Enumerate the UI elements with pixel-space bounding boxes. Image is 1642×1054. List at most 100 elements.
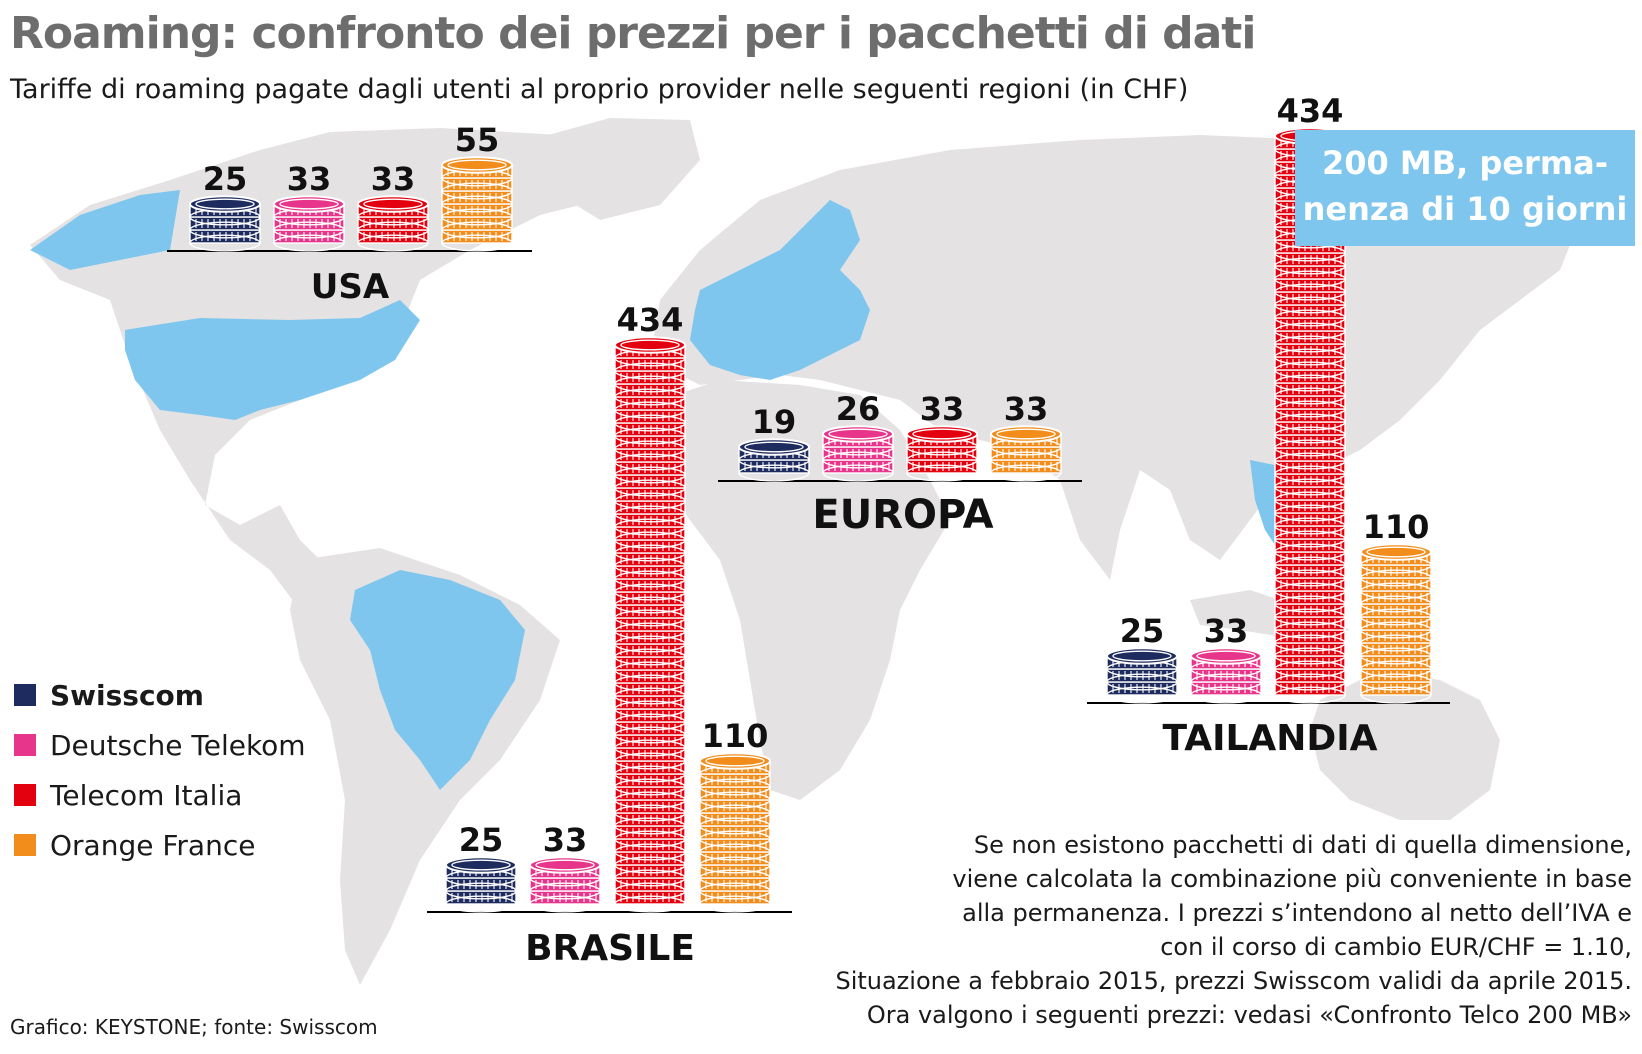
coin (699, 851, 771, 874)
coin-top-rim (451, 859, 511, 871)
coin (614, 422, 686, 445)
coin (699, 799, 771, 822)
coin (1106, 668, 1178, 691)
region-label: BRASILE (525, 928, 695, 969)
coin (1274, 681, 1346, 704)
coin (614, 435, 686, 458)
australia-land (1310, 670, 1500, 820)
value-label: 33 (543, 821, 588, 859)
value-label: 19 (752, 403, 797, 441)
coin (189, 216, 261, 239)
coin (1274, 642, 1346, 665)
coin (614, 487, 686, 510)
coin (445, 890, 517, 913)
coin (614, 695, 686, 718)
coin (441, 190, 513, 213)
usa-highlight (125, 300, 420, 420)
coin (614, 500, 686, 523)
chart-subtitle: Tariffe di roaming pagate dagli utenti a… (10, 74, 1189, 105)
africa-land (650, 380, 950, 800)
coin (1274, 304, 1346, 327)
legend: Swisscom Deutsche Telekom Telecom Italia… (14, 670, 306, 870)
coin (1274, 317, 1346, 340)
coin-stack-orange-france: 110 (699, 717, 771, 913)
coin (614, 409, 686, 432)
legend-item-swisscom: Swisscom (14, 670, 306, 720)
coin (441, 203, 513, 226)
footnote-line: Ora valgono i seguenti prezzi: vedasi «C… (866, 1001, 1632, 1029)
coin (1274, 434, 1346, 457)
coin (614, 890, 686, 913)
coin (614, 708, 686, 731)
value-label: 33 (371, 160, 416, 198)
value-label: 26 (836, 390, 881, 428)
world-map (30, 118, 1580, 985)
coin-top-rim (620, 339, 680, 351)
coin-stack-orange-france: 33 (990, 390, 1062, 482)
coin (1274, 525, 1346, 548)
legend-swatch (14, 734, 36, 756)
value-label: 33 (1204, 612, 1249, 650)
coin (189, 229, 261, 252)
coin-stack-swisscom: 25 (189, 160, 261, 252)
badge-line-2: nenza di 10 giorni (1302, 190, 1628, 228)
legend-item-telecom-italia: Telecom Italia (14, 770, 306, 820)
coin-stack-orange-france: 55 (441, 121, 513, 252)
coin-stack-deutsche-telekom: 26 (822, 390, 894, 482)
coin (614, 682, 686, 705)
coin (1360, 603, 1432, 626)
coin-stack-swisscom: 19 (738, 403, 810, 482)
coin (614, 591, 686, 614)
coin-top-rim (828, 428, 888, 440)
region-label: USA (311, 267, 390, 307)
coin-top-rim (279, 198, 339, 210)
coin (614, 370, 686, 393)
footnote: Se non esistono pacchetti di dati di que… (835, 828, 1632, 1032)
legend-swatch (14, 784, 36, 806)
value-label: 434 (617, 301, 684, 339)
brazil-highlight (350, 570, 525, 790)
legend-swatch (14, 834, 36, 856)
legend-label: Orange France (50, 828, 256, 862)
value-label: 55 (455, 121, 500, 159)
coin (614, 461, 686, 484)
coin-top-rim (1366, 546, 1426, 558)
coin (1274, 460, 1346, 483)
coin-stack-orange-france: 110 (1360, 508, 1432, 704)
footnote-line: con il corso di cambio EUR/CHF = 1.10, (1160, 933, 1632, 961)
coin (1190, 668, 1262, 691)
coin-stack-deutsche-telekom: 33 (529, 821, 601, 913)
coin-top-rim (447, 159, 507, 171)
coin (614, 526, 686, 549)
legend-item-deutsche-telekom: Deutsche Telekom (14, 720, 306, 770)
coin-top-rim (195, 198, 255, 210)
coin (1274, 356, 1346, 379)
coin (441, 229, 513, 252)
coin (1106, 681, 1178, 704)
source-credit: Grafico: KEYSTONE; fonte: Swisscom (10, 1015, 378, 1039)
coin (357, 229, 429, 252)
coin (614, 786, 686, 809)
coin (699, 773, 771, 796)
value-label: 110 (702, 717, 769, 755)
coin (614, 864, 686, 887)
coin-top-rim (912, 428, 972, 440)
value-label: 33 (287, 160, 332, 198)
coin-stack-deutsche-telekom: 33 (273, 160, 345, 252)
coin-top-rim (1112, 650, 1172, 662)
coin (699, 825, 771, 848)
alaska-highlight (30, 190, 180, 270)
coin (1274, 395, 1346, 418)
scenario-badge: 200 MB, perma- nenza di 10 giorni (1295, 130, 1635, 246)
coin (990, 459, 1062, 482)
group-europa: 19 26 33 33 EUROPA (718, 390, 1082, 538)
value-label: 33 (920, 390, 965, 428)
coin (1360, 564, 1432, 587)
group-usa: 25 33 33 55 USA (167, 121, 532, 307)
coin-stack-telecom-italia: 33 (906, 390, 978, 482)
region-label: TAILANDIA (1162, 718, 1377, 759)
coin-top-rim (705, 755, 765, 767)
coin (273, 229, 345, 252)
legend-swatch (14, 684, 36, 706)
coin (1274, 655, 1346, 678)
